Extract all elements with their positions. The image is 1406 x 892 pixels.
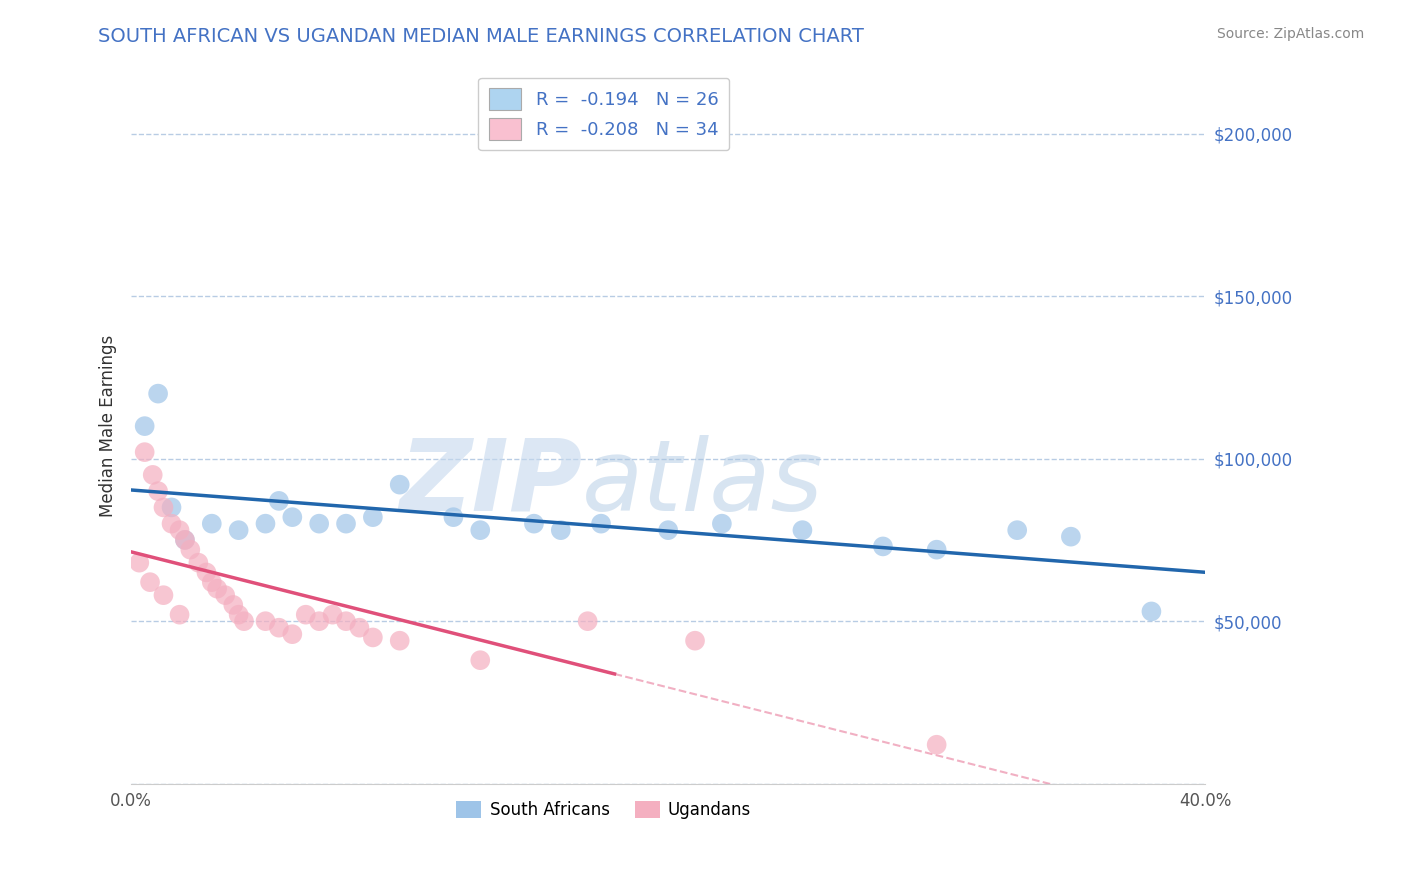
Point bbox=[152, 500, 174, 515]
Point bbox=[179, 542, 201, 557]
Point bbox=[281, 627, 304, 641]
Point bbox=[322, 607, 344, 622]
Point bbox=[254, 516, 277, 531]
Point bbox=[267, 621, 290, 635]
Point bbox=[169, 607, 191, 622]
Text: Source: ZipAtlas.com: Source: ZipAtlas.com bbox=[1216, 27, 1364, 41]
Point bbox=[228, 523, 250, 537]
Point bbox=[550, 523, 572, 537]
Point bbox=[1005, 523, 1028, 537]
Point bbox=[361, 510, 384, 524]
Point bbox=[233, 614, 256, 628]
Point bbox=[142, 467, 165, 482]
Point bbox=[388, 477, 411, 491]
Point bbox=[1140, 604, 1163, 618]
Point bbox=[174, 533, 197, 547]
Point bbox=[792, 523, 814, 537]
Point bbox=[470, 523, 492, 537]
Legend: South Africans, Ugandans: South Africans, Ugandans bbox=[450, 794, 758, 825]
Point bbox=[146, 484, 169, 499]
Point bbox=[146, 386, 169, 401]
Y-axis label: Median Male Earnings: Median Male Earnings bbox=[100, 335, 117, 517]
Point bbox=[349, 621, 371, 635]
Point bbox=[441, 510, 464, 524]
Point bbox=[160, 516, 183, 531]
Point bbox=[470, 653, 492, 667]
Point bbox=[710, 516, 733, 531]
Point bbox=[308, 516, 330, 531]
Point bbox=[925, 738, 948, 752]
Point bbox=[134, 445, 156, 459]
Text: SOUTH AFRICAN VS UGANDAN MEDIAN MALE EARNINGS CORRELATION CHART: SOUTH AFRICAN VS UGANDAN MEDIAN MALE EAR… bbox=[98, 27, 865, 45]
Point bbox=[174, 533, 197, 547]
Point bbox=[201, 516, 224, 531]
Point bbox=[254, 614, 277, 628]
Point bbox=[214, 588, 236, 602]
Point bbox=[591, 516, 613, 531]
Point bbox=[576, 614, 599, 628]
Point bbox=[388, 633, 411, 648]
Point bbox=[683, 633, 706, 648]
Point bbox=[139, 575, 162, 590]
Point bbox=[128, 556, 150, 570]
Point bbox=[335, 516, 357, 531]
Point bbox=[195, 566, 218, 580]
Point bbox=[228, 607, 250, 622]
Point bbox=[169, 523, 191, 537]
Point bbox=[222, 598, 245, 612]
Point bbox=[294, 607, 316, 622]
Point bbox=[205, 582, 228, 596]
Point bbox=[657, 523, 679, 537]
Text: ZIP: ZIP bbox=[399, 434, 582, 532]
Point bbox=[152, 588, 174, 602]
Point bbox=[523, 516, 546, 531]
Point bbox=[335, 614, 357, 628]
Point bbox=[925, 542, 948, 557]
Point bbox=[187, 556, 209, 570]
Point bbox=[1060, 530, 1083, 544]
Point bbox=[267, 494, 290, 508]
Point bbox=[134, 419, 156, 434]
Point bbox=[308, 614, 330, 628]
Point bbox=[872, 540, 894, 554]
Point bbox=[281, 510, 304, 524]
Point bbox=[201, 575, 224, 590]
Point bbox=[361, 631, 384, 645]
Text: atlas: atlas bbox=[582, 434, 824, 532]
Point bbox=[160, 500, 183, 515]
